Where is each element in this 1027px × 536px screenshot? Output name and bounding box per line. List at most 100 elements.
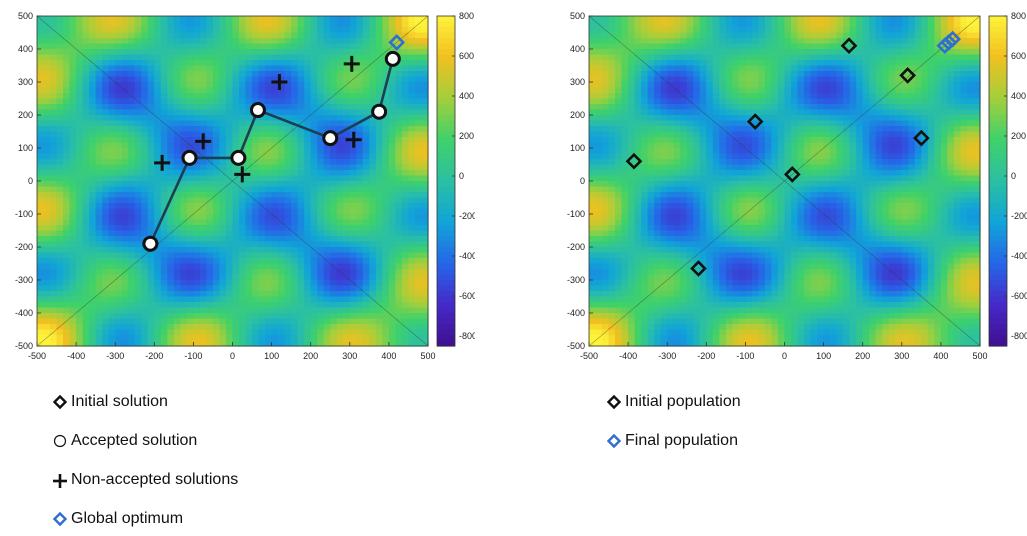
colorbar-tick-label: -400 bbox=[1011, 251, 1027, 261]
x-tick-label: -100 bbox=[736, 351, 754, 361]
colorbar-tick-label: -200 bbox=[1011, 211, 1027, 221]
circle-marker-1-0 bbox=[142, 235, 159, 252]
x-tick-label: -200 bbox=[697, 351, 715, 361]
y-tick-label: 200 bbox=[18, 110, 33, 120]
x-tick-label: 200 bbox=[303, 351, 318, 361]
colorbar bbox=[988, 15, 1008, 347]
contour-field bbox=[589, 16, 981, 347]
legend-label: Initial population bbox=[625, 393, 741, 410]
x-tick-label: 400 bbox=[381, 351, 396, 361]
right-contour-chart: -500 -400 -300 -200 -100 0 100 200 300 400 500 500 4… bbox=[567, 11, 1027, 361]
colorbar-tick-label: 600 bbox=[459, 51, 474, 61]
legend-item: Accepted solution bbox=[52, 431, 197, 451]
diamond-marker-0-0 bbox=[625, 152, 643, 170]
y-tick-label: 400 bbox=[570, 44, 585, 54]
x-tick-label: 0 bbox=[230, 351, 235, 361]
y-tick-label: -500 bbox=[567, 341, 585, 351]
left-legend: Initial solution Accepted solution Non-acc… bbox=[52, 392, 372, 532]
colorbar-tick-label: -400 bbox=[459, 251, 475, 261]
y-tick-label: 300 bbox=[18, 77, 33, 87]
y-tick-label: 300 bbox=[570, 77, 585, 87]
colorbar bbox=[436, 15, 456, 347]
circle-marker-1-5 bbox=[371, 103, 388, 120]
y-tick-label: 400 bbox=[18, 44, 33, 54]
contour-line bbox=[36, 15, 429, 347]
diamond-marker-0-3 bbox=[690, 260, 707, 277]
colorbar-tick-label: 800 bbox=[459, 11, 474, 21]
x-tick-label: -400 bbox=[619, 351, 637, 361]
plus-marker-2-4 bbox=[345, 131, 362, 148]
circle-marker-1-1 bbox=[181, 149, 198, 166]
circle-marker-1-2 bbox=[230, 149, 247, 166]
colorbar-tick-label: 400 bbox=[459, 91, 474, 101]
x-tick-label: -500 bbox=[28, 351, 46, 361]
x-tick-label: 300 bbox=[894, 351, 909, 361]
x-tick-label: 0 bbox=[782, 351, 787, 361]
colorbar-tick-label: 400 bbox=[1011, 91, 1026, 101]
y-tick-label: 500 bbox=[570, 11, 585, 21]
x-tick-label: -500 bbox=[580, 351, 598, 361]
x-tick-label: 500 bbox=[420, 351, 435, 361]
x-tick-label: 100 bbox=[264, 351, 279, 361]
x-tick-label: 500 bbox=[972, 351, 987, 361]
legend-item: Non-accepted solutions bbox=[52, 470, 238, 490]
colorbar-tick-label: 0 bbox=[1011, 171, 1016, 181]
legend-item: Final population bbox=[606, 431, 738, 451]
legend-item: Initial population bbox=[606, 392, 741, 412]
colorbar-tick-label: -600 bbox=[1011, 291, 1027, 301]
diamond-marker-0-6 bbox=[913, 129, 930, 147]
diamond-icon bbox=[52, 511, 68, 527]
legend-item: Initial solution bbox=[52, 392, 168, 412]
x-tick-label: -200 bbox=[145, 351, 163, 361]
legend-label: Global optimum bbox=[71, 510, 184, 527]
y-tick-label: -200 bbox=[15, 242, 33, 252]
legend-label: Initial solution bbox=[71, 393, 168, 410]
legend-item: Global optimum bbox=[52, 509, 183, 529]
plus-marker-2-1 bbox=[195, 133, 212, 150]
legend-label: Final population bbox=[625, 432, 738, 449]
x-tick-label: 100 bbox=[816, 351, 831, 361]
colorbar-tick-label: -800 bbox=[459, 331, 475, 341]
plus-marker-2-0 bbox=[154, 154, 171, 171]
colorbar-tick-label: 0 bbox=[459, 171, 464, 181]
x-tick-label: -300 bbox=[106, 351, 124, 361]
contour-line bbox=[588, 15, 981, 347]
x-tick-label: 400 bbox=[933, 351, 948, 361]
plus-icon bbox=[53, 474, 67, 488]
x-tick-label: -100 bbox=[184, 351, 202, 361]
diamond-marker-0-4 bbox=[840, 37, 858, 55]
contour-field bbox=[37, 16, 429, 347]
diamond-marker-3-0 bbox=[388, 34, 406, 51]
diamond-marker-0-5 bbox=[899, 67, 917, 84]
diamond-icon bbox=[52, 394, 68, 410]
colorbar-tick-label: -800 bbox=[1011, 331, 1027, 341]
right-legend: Initial population Final population bbox=[606, 392, 866, 462]
y-tick-label: 200 bbox=[570, 110, 585, 120]
x-tick-label: 200 bbox=[855, 351, 870, 361]
y-tick-label: -200 bbox=[567, 242, 585, 252]
left-contour-chart: -500 -400 -300 -200 -100 0 100 200 300 400 500 500 4… bbox=[15, 11, 475, 361]
x-tick-label: -400 bbox=[67, 351, 85, 361]
y-tick-label: 0 bbox=[28, 176, 33, 186]
x-tick-label: 300 bbox=[342, 351, 357, 361]
colorbar-tick-label: 600 bbox=[1011, 51, 1026, 61]
legend-label: Non-accepted solutions bbox=[71, 471, 239, 488]
colorbar-tick-label: 200 bbox=[1011, 131, 1026, 141]
y-tick-label: 0 bbox=[580, 176, 585, 186]
diamond-marker-1-2 bbox=[936, 37, 954, 55]
plus-marker-2-3 bbox=[271, 74, 288, 90]
colorbar-tick-label: 200 bbox=[459, 131, 474, 141]
colorbar-tick-label: 800 bbox=[1011, 11, 1026, 21]
y-tick-label: 100 bbox=[18, 143, 33, 153]
circle-marker-1-3 bbox=[249, 102, 266, 119]
y-tick-label: 100 bbox=[570, 143, 585, 153]
colorbar-tick-label: -600 bbox=[459, 291, 475, 301]
diamond-marker-0-2 bbox=[783, 166, 801, 183]
circle-icon bbox=[53, 434, 67, 448]
circle-marker-1-4 bbox=[322, 130, 339, 147]
plus-marker-2-5 bbox=[343, 55, 360, 72]
legend-label: Accepted solution bbox=[71, 432, 198, 449]
y-tick-label: 500 bbox=[18, 11, 33, 21]
y-tick-label: -100 bbox=[15, 209, 33, 219]
diamond-marker-0-1 bbox=[746, 113, 764, 130]
